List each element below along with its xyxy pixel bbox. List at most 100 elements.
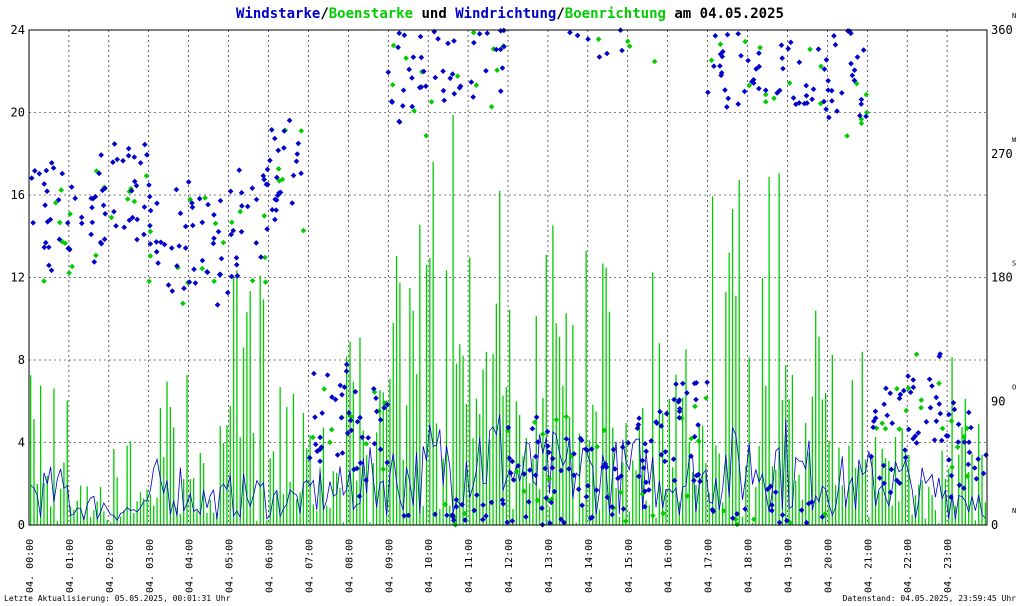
wind-direction-marker	[735, 30, 742, 37]
wind-direction-marker	[505, 424, 512, 431]
wind-direction-marker	[192, 280, 199, 286]
wind-direction-marker	[834, 108, 840, 114]
gust-direction-marker	[348, 413, 354, 420]
wind-direction-marker	[499, 65, 506, 71]
wind-direction-marker	[432, 74, 439, 81]
wind-direction-marker	[910, 435, 916, 442]
wind-direction-marker	[48, 160, 55, 166]
gust-direction-marker	[428, 99, 435, 105]
wind-direction-marker	[440, 68, 446, 74]
gust-direction-marker	[328, 426, 335, 433]
title-part-6: Boenrichtung	[565, 6, 666, 22]
wind-direction-marker	[497, 46, 504, 53]
gust-direction-marker	[67, 211, 73, 217]
gust-direction-marker	[684, 493, 691, 499]
wind-direction-marker	[66, 246, 73, 252]
wind-direction-marker	[354, 465, 360, 472]
wind-direction-marker	[620, 506, 627, 512]
wind-direction-marker	[643, 479, 649, 486]
wind-direction-marker	[724, 31, 731, 38]
gust-direction-marker	[903, 407, 910, 414]
gust-direction-marker	[954, 444, 961, 450]
wind-direction-marker	[306, 455, 313, 461]
gust-direction-marker	[423, 132, 430, 139]
wind-direction-marker	[849, 72, 856, 79]
wind-direction-marker	[423, 83, 429, 89]
gust-direction-marker	[131, 198, 138, 205]
gust-direction-marker	[212, 220, 219, 227]
gust-direction-marker	[310, 434, 316, 441]
wind-direction-marker	[571, 451, 577, 457]
wind-direction-marker	[217, 197, 224, 204]
y-left-tick-label: 8	[18, 353, 25, 367]
wind-direction-marker	[137, 160, 144, 166]
wind-direction-marker	[955, 421, 962, 428]
wind-direction-marker	[89, 204, 95, 211]
wind-direction-marker	[579, 502, 585, 509]
gust-direction-marker	[757, 44, 763, 51]
wind-direction-marker	[453, 503, 460, 510]
wind-direction-marker	[134, 216, 140, 223]
y-right-tick-label: 360	[991, 23, 1013, 37]
wind-direction-marker	[339, 391, 345, 398]
wind-direction-marker	[319, 410, 325, 416]
wind-direction-marker	[670, 456, 677, 462]
wind-direction-marker	[973, 475, 980, 482]
wind-direction-marker	[832, 41, 839, 48]
x-tick-label: 04. 16:00	[664, 539, 675, 593]
wind-direction-marker	[268, 127, 275, 133]
wind-direction-marker	[233, 254, 240, 261]
wind-direction-marker	[863, 113, 869, 120]
wind-direction-marker	[515, 463, 521, 469]
wind-direction-marker	[385, 69, 392, 75]
wind-direction-marker	[778, 42, 785, 49]
wind-direction-marker	[691, 477, 697, 484]
wind-direction-marker	[133, 182, 140, 189]
y-right-direction-label: S	[1012, 260, 1016, 268]
wind-direction-marker	[693, 396, 699, 403]
wind-direction-marker	[339, 450, 346, 456]
wind-direction-marker	[937, 410, 944, 417]
wind-direction-marker	[567, 29, 573, 36]
gust-direction-marker	[762, 99, 769, 105]
wind-direction-marker	[857, 112, 863, 119]
wind-direction-marker	[31, 168, 38, 174]
wind-direction-marker	[441, 97, 448, 104]
gust-direction-marker	[454, 73, 461, 79]
wind-direction-marker	[153, 239, 160, 245]
wind-direction-marker	[533, 414, 540, 420]
gust-direction-marker	[879, 420, 885, 427]
wind-direction-marker	[509, 458, 516, 465]
gust-direction-marker	[858, 120, 865, 127]
x-tick-label: 04. 05:00	[225, 539, 236, 593]
gust-direction-marker	[546, 476, 553, 482]
wind-direction-marker	[734, 511, 740, 517]
wind-direction-marker	[803, 519, 810, 526]
wind-direction-marker	[199, 257, 206, 264]
wind-direction-marker	[357, 460, 364, 466]
wind-direction-marker	[946, 456, 952, 463]
wind-direction-marker	[125, 152, 132, 159]
wind-direction-marker	[809, 96, 815, 103]
wind-direction-marker	[762, 87, 769, 94]
wind-direction-marker	[295, 140, 302, 147]
wind-direction-marker	[910, 384, 917, 391]
wind-direction-marker	[272, 135, 278, 142]
wind-direction-marker	[563, 436, 570, 442]
wind-direction-marker	[121, 224, 128, 231]
gust-direction-marker	[896, 426, 903, 432]
wind-direction-marker	[44, 218, 51, 225]
wind-direction-marker	[769, 507, 775, 514]
gust-direction-marker	[403, 55, 409, 61]
wind-direction-marker	[488, 499, 495, 506]
wind-direction-marker	[281, 128, 287, 134]
gust-direction-marker	[490, 46, 497, 52]
gust-direction-marker	[275, 165, 282, 172]
gust-direction-marker	[470, 29, 477, 36]
gust-direction-marker	[473, 82, 480, 88]
wind-direction-marker	[470, 94, 476, 100]
wind-direction-marker	[933, 394, 940, 401]
gust-direction-marker	[488, 103, 495, 110]
wind-direction-marker	[141, 231, 147, 238]
wind-direction-marker	[880, 462, 887, 469]
